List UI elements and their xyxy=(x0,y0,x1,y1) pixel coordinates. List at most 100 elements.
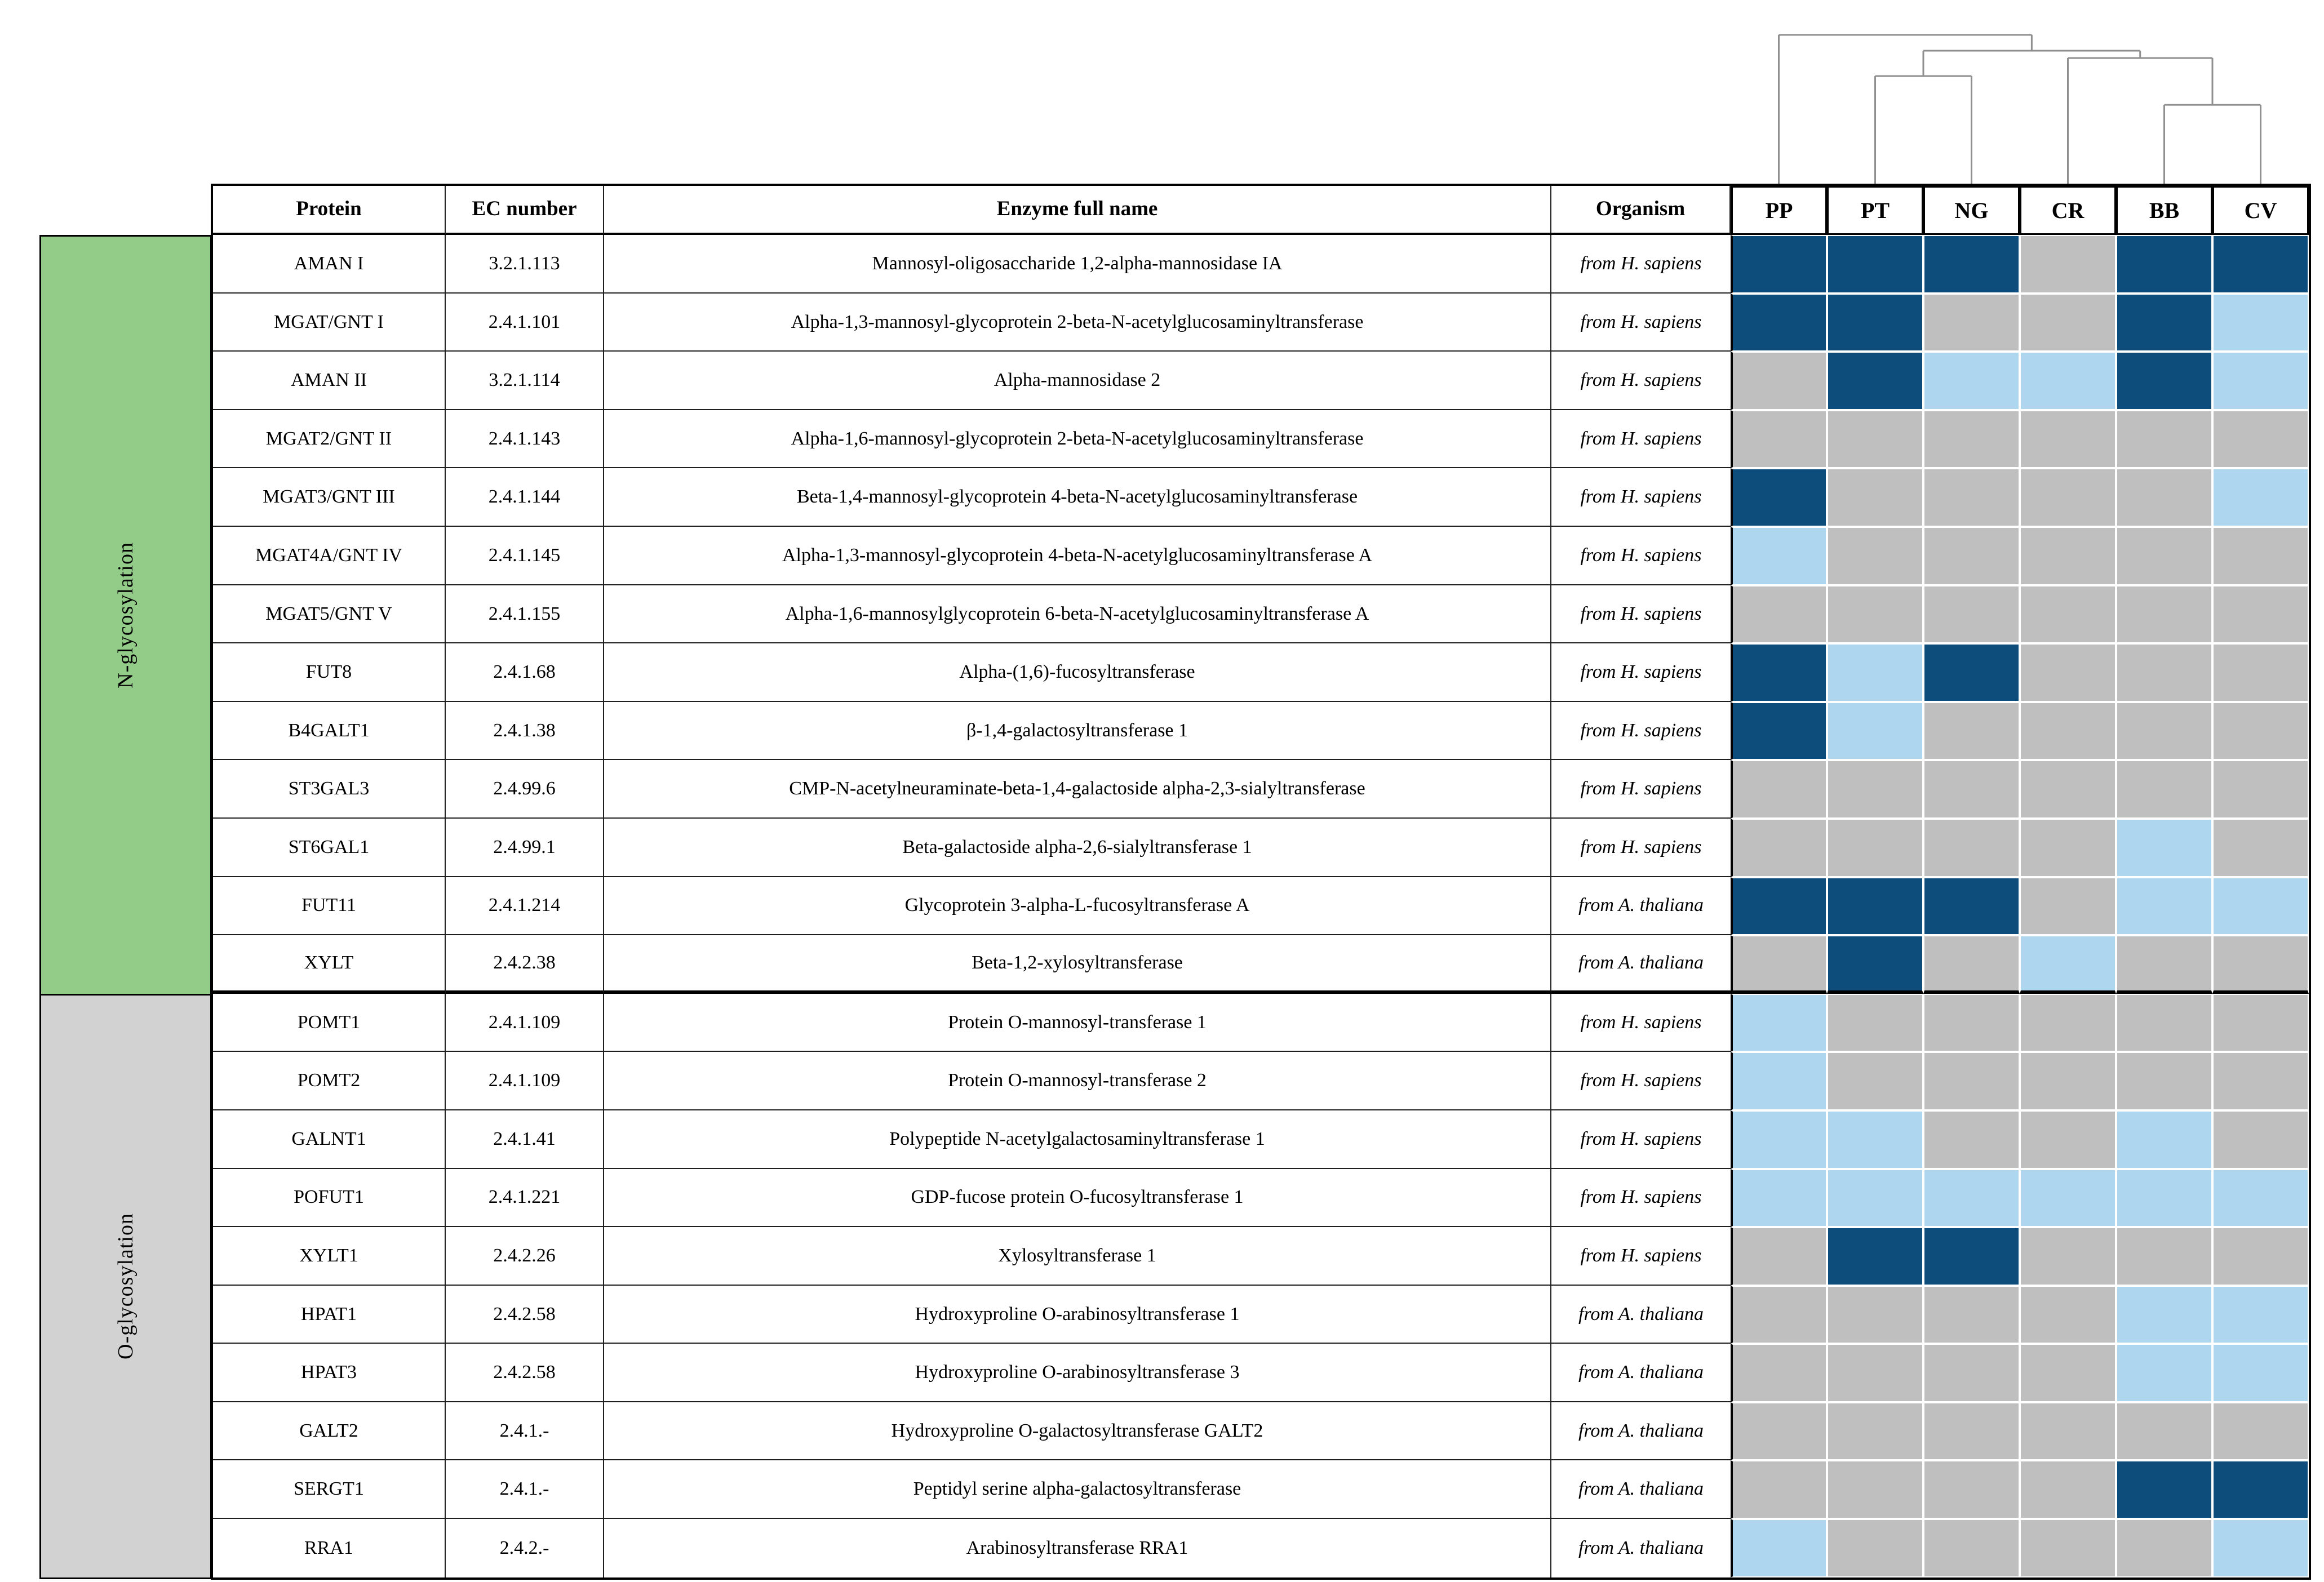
organism-cell: from H. sapiens xyxy=(1551,1168,1731,1228)
heat-cell-cv-pomt1 xyxy=(2212,993,2309,1052)
heat-cell-pp-pomt1 xyxy=(1731,993,1827,1052)
heat-cell-cv-galt2 xyxy=(2212,1402,2309,1461)
heat-cell-pt-hpat3 xyxy=(1827,1344,1923,1402)
heat-cell-pp-pomt2 xyxy=(1731,1052,1827,1110)
heat-cell-ng-xylt1 xyxy=(1923,1227,2020,1286)
enzyme-name-cell: Alpha-1,3-mannosyl-glycoprotein 4-beta-N… xyxy=(604,526,1551,585)
heat-cell-ng-mgat3-gnt-iii xyxy=(1923,468,2020,527)
heat-cell-bb-st3gal3 xyxy=(2116,760,2212,819)
heat-cell-cv-b4galt1 xyxy=(2212,701,2309,761)
heat-cell-pt-b4galt1 xyxy=(1827,701,1923,761)
protein-cell: POMT1 xyxy=(213,993,446,1052)
protein-cell: SERGT1 xyxy=(213,1460,446,1519)
heat-cell-pp-aman-i xyxy=(1731,235,1827,294)
ec-number-cell: 2.4.1.145 xyxy=(446,526,604,585)
ec-number-cell: 2.4.2.58 xyxy=(446,1344,604,1402)
heat-cell-ng-mgat4a-gnt-iv xyxy=(1923,526,2020,585)
heat-cell-pt-pomt2 xyxy=(1827,1052,1923,1110)
protein-cell: MGAT/GNT I xyxy=(213,293,446,352)
heat-cell-pt-pomt1 xyxy=(1827,993,1923,1052)
organism-cell: from H. sapiens xyxy=(1551,585,1731,644)
heat-cell-cr-aman-i xyxy=(2020,235,2116,294)
protein-cell: FUT8 xyxy=(213,643,446,702)
organism-cell: from H. sapiens xyxy=(1551,993,1731,1052)
protein-cell: POMT2 xyxy=(213,1052,446,1110)
heat-cell-pt-mgat5-gnt-v xyxy=(1827,585,1923,644)
heat-cell-cr-mgat5-gnt-v xyxy=(2020,585,2116,644)
ec-number-cell: 3.2.1.114 xyxy=(446,352,604,410)
heat-cell-pt-st3gal3 xyxy=(1827,760,1923,819)
heat-cell-pt-galt2 xyxy=(1827,1402,1923,1461)
heat-cell-ng-st3gal3 xyxy=(1923,760,2020,819)
heat-cell-pp-pofut1 xyxy=(1731,1168,1827,1228)
enzyme-name-cell: Alpha-1,6-mannosylglycoprotein 6-beta-N-… xyxy=(604,585,1551,644)
organism-cell: from H. sapiens xyxy=(1551,1052,1731,1110)
ec-number-cell: 2.4.1.38 xyxy=(446,701,604,761)
heat-cell-pt-hpat1 xyxy=(1827,1285,1923,1344)
heat-cell-pt-aman-i xyxy=(1827,235,1923,294)
heat-cell-cv-mgat3-gnt-iii xyxy=(2212,468,2309,527)
heat-cell-cr-galnt1 xyxy=(2020,1110,2116,1169)
strain-header-pt: PT xyxy=(1827,186,1923,235)
heat-cell-pp-aman-ii xyxy=(1731,352,1827,410)
heat-cell-pp-mgat3-gnt-iii xyxy=(1731,468,1827,527)
heat-cell-ng-sergt1 xyxy=(1923,1460,2020,1519)
ec-number-cell: 2.4.1.41 xyxy=(446,1110,604,1169)
heat-cell-pp-xylt xyxy=(1731,935,1827,994)
ec-number-cell: 3.2.1.113 xyxy=(446,235,604,294)
enzyme-name-cell: Xylosyltransferase 1 xyxy=(604,1227,1551,1286)
heat-cell-ng-aman-i xyxy=(1923,235,2020,294)
ec-number-cell: 2.4.1.221 xyxy=(446,1168,604,1228)
heat-cell-pt-st6gal1 xyxy=(1827,818,1923,877)
enzyme-name-cell: Polypeptide N-acetylgalactosaminyltransf… xyxy=(604,1110,1551,1169)
ec-number-cell: 2.4.1.155 xyxy=(446,585,604,644)
ec-number-cell: 2.4.2.38 xyxy=(446,935,604,994)
heat-cell-cr-st6gal1 xyxy=(2020,818,2116,877)
heat-cell-cr-st3gal3 xyxy=(2020,760,2116,819)
organism-cell: from H. sapiens xyxy=(1551,293,1731,352)
heat-cell-cr-mgat3-gnt-iii xyxy=(2020,468,2116,527)
heat-cell-ng-aman-ii xyxy=(1923,352,2020,410)
heat-cell-cv-mgat2-gnt-ii xyxy=(2212,410,2309,469)
heat-cell-pt-fut8 xyxy=(1827,643,1923,702)
enzyme-name-cell: Hydroxyproline O-arabinosyltransferase 3 xyxy=(604,1344,1551,1402)
protein-cell: POFUT1 xyxy=(213,1168,446,1228)
heat-cell-ng-pomt2 xyxy=(1923,1052,2020,1110)
heat-cell-pp-xylt1 xyxy=(1731,1227,1827,1286)
protein-cell: HPAT1 xyxy=(213,1285,446,1344)
heat-cell-bb-pofut1 xyxy=(2116,1168,2212,1228)
organism-cell: from H. sapiens xyxy=(1551,760,1731,819)
heat-cell-ng-fut8 xyxy=(1923,643,2020,702)
heat-cell-bb-pomt1 xyxy=(2116,993,2212,1052)
protein-cell: MGAT3/GNT III xyxy=(213,468,446,527)
organism-cell: from A. thaliana xyxy=(1551,1460,1731,1519)
heat-cell-cr-sergt1 xyxy=(2020,1460,2116,1519)
ec-number-cell: 2.4.2.26 xyxy=(446,1227,604,1286)
enzyme-name-cell: Protein O-mannosyl-transferase 1 xyxy=(604,993,1551,1052)
heat-cell-pt-xylt1 xyxy=(1827,1227,1923,1286)
heat-cell-cr-aman-ii xyxy=(2020,352,2116,410)
enzyme-name-cell: β-1,4-galactosyltransferase 1 xyxy=(604,701,1551,761)
organism-cell: from A. thaliana xyxy=(1551,877,1731,936)
strain-header-ng: NG xyxy=(1923,186,2020,235)
section-band-o-glycosylation: O-glycosylation xyxy=(39,993,212,1579)
heat-cell-pp-mgat4a-gnt-iv xyxy=(1731,526,1827,585)
heat-cell-cr-hpat3 xyxy=(2020,1344,2116,1402)
organism-cell: from H. sapiens xyxy=(1551,701,1731,761)
enzyme-name-cell: Peptidyl serine alpha-galactosyltransfer… xyxy=(604,1460,1551,1519)
heat-cell-bb-xylt xyxy=(2116,935,2212,994)
ec-number-cell: 2.4.2.- xyxy=(446,1519,604,1577)
heat-cell-cv-mgat5-gnt-v xyxy=(2212,585,2309,644)
enzyme-name-cell: Arabinosyltransferase RRA1 xyxy=(604,1519,1551,1577)
ec-number-cell: 2.4.1.143 xyxy=(446,410,604,469)
heat-cell-pt-mgat-gnt-i xyxy=(1827,293,1923,352)
ec-number-cell: 2.4.99.6 xyxy=(446,760,604,819)
enzyme-name-cell: Alpha-mannosidase 2 xyxy=(604,352,1551,410)
organism-cell: from A. thaliana xyxy=(1551,935,1731,994)
enzyme-name-cell: Alpha-(1,6)-fucosyltransferase xyxy=(604,643,1551,702)
heat-cell-cv-pofut1 xyxy=(2212,1168,2309,1228)
heat-cell-ng-xylt xyxy=(1923,935,2020,994)
heat-cell-cv-rra1 xyxy=(2212,1519,2309,1577)
heat-cell-bb-hpat3 xyxy=(2116,1344,2212,1402)
column-header-organism: Organism xyxy=(1551,186,1731,235)
